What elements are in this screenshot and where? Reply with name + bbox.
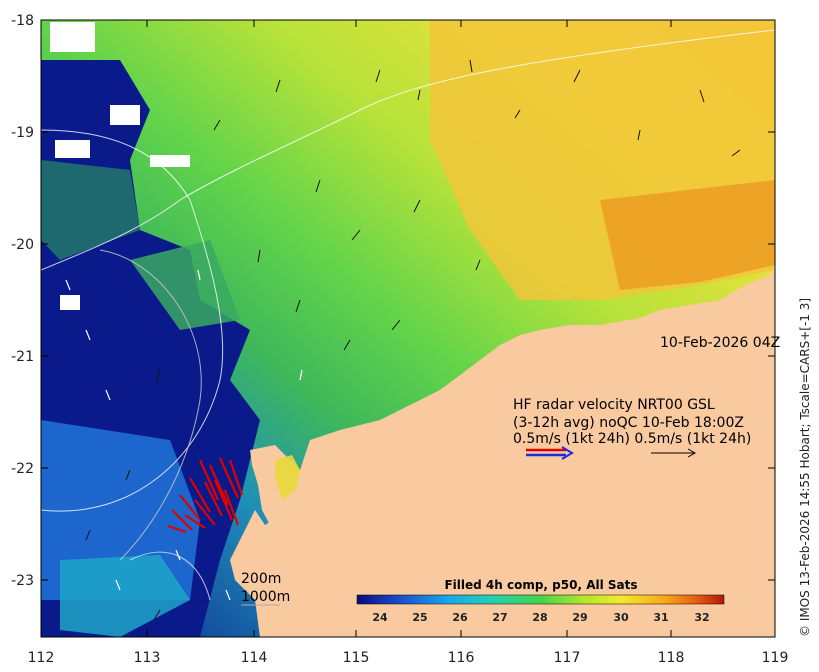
lon-tick-label: 117 — [554, 650, 581, 666]
lon-tick-label: 119 — [762, 650, 789, 666]
hf-radar-vectors — [167, 457, 244, 534]
lat-tick-label: -22 — [11, 461, 34, 477]
credit-text: © IMOS 13-Feb-2026 14:55 Hobart; Tscale=… — [798, 298, 812, 637]
lon-tick-label: 115 — [343, 650, 370, 666]
lon-tick-label: 118 — [658, 650, 685, 666]
sst-current-vectors — [85, 59, 741, 621]
colorbar-title: Filled 4h comp, p50, All Sats — [444, 578, 637, 592]
colorbar-tick: 29 — [572, 611, 587, 624]
isobath-1000m — [41, 129, 224, 512]
lon-tick-label: 116 — [448, 650, 475, 666]
lat-tick-label: -18 — [11, 13, 34, 29]
x-axis-ticks — [40, 20, 776, 637]
colorbar-tick: 24 — [372, 611, 388, 624]
plot-frame — [40, 19, 776, 638]
lat-tick-label: -21 — [11, 349, 34, 365]
lat-tick-label: -19 — [11, 125, 34, 141]
colorbar-tick: 25 — [412, 611, 427, 624]
colorbar-tick: 26 — [452, 611, 468, 624]
lat-tick-label: -20 — [11, 237, 34, 253]
colorbar-tick: 30 — [613, 611, 629, 624]
legend-line-1: HF radar velocity NRT00 GSL — [513, 397, 715, 413]
land-australia — [230, 265, 775, 637]
legend-line-3: 0.5m/s (1kt 24h) 0.5m/s (1kt 24h) — [513, 431, 751, 447]
map-plot-area — [41, 20, 775, 637]
colorbar-tick: 32 — [694, 611, 709, 624]
hf-radar-legend: HF radar velocity NRT00 GSL (3-12h avg) … — [513, 397, 751, 460]
colorbar: Filled 4h comp, p50, All Sats 24 25 26 2… — [356, 578, 725, 624]
colorbar-tick: 27 — [492, 611, 507, 624]
colorbar-tick: 28 — [532, 611, 547, 624]
lon-tick-label: 112 — [28, 650, 55, 666]
lon-tick-label: 114 — [241, 650, 268, 666]
lat-tick-label: -23 — [11, 573, 34, 589]
y-axis-ticks — [41, 19, 775, 581]
cool-water-region — [41, 420, 200, 600]
isobath-label-200m: 200m — [241, 571, 281, 587]
colorbar-gradient — [356, 594, 725, 605]
date-label: 10-Feb-2026 04Z — [660, 335, 780, 351]
isobath-label-1000m: 1000m — [241, 589, 290, 605]
colorbar-tick: 31 — [653, 611, 668, 624]
legend-line-2: (3-12h avg) noQC 10-Feb 18:00Z — [513, 415, 744, 431]
isobath-200m — [41, 29, 775, 271]
cloud-mask — [50, 22, 95, 52]
lon-tick-label: 113 — [134, 650, 161, 666]
hot-water-region — [600, 180, 775, 290]
